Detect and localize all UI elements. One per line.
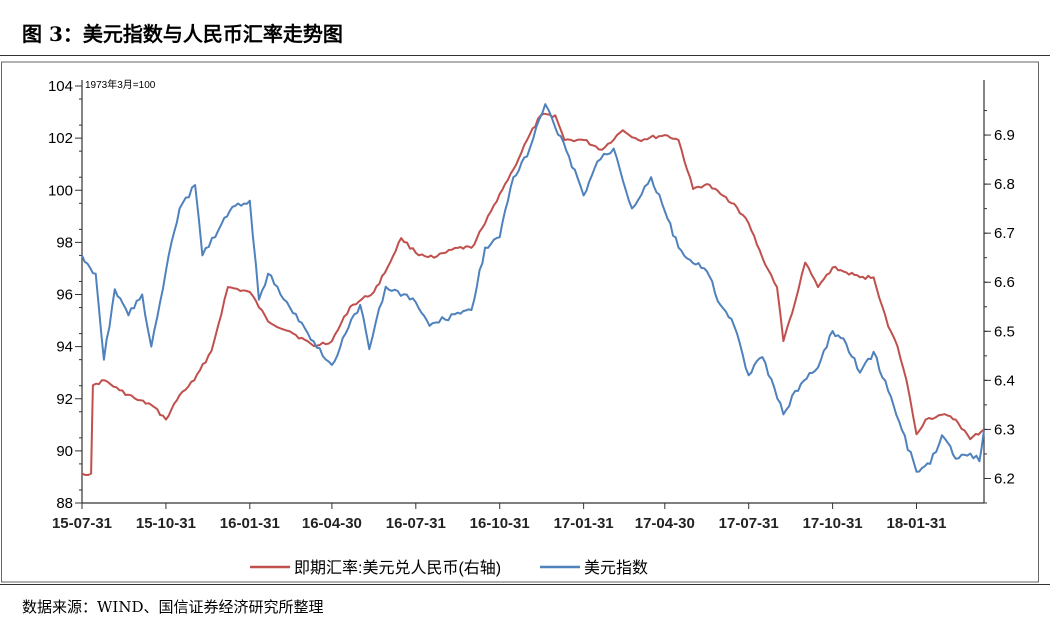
x-tick-label: 17-10-31: [803, 515, 863, 532]
series-lines: [81, 103, 985, 476]
left-tick-label: 100: [48, 182, 73, 199]
x-tick-label: 16-10-31: [470, 515, 530, 532]
x-tick-label: 16-01-31: [220, 515, 280, 532]
dxy-line: [81, 103, 985, 473]
legend-dxy-label: 美元指数: [584, 559, 648, 577]
x-tick-label: 17-07-31: [719, 515, 779, 532]
axes: 88 90 92 94 96 98 100 102 104 6.2 6.3 6.4 6.5 6.6 6.7 6…: [48, 78, 1015, 532]
x-tick-label: 17-04-30: [635, 515, 695, 532]
legend: 即期汇率:美元兑人民币(右轴) 美元指数: [250, 559, 648, 577]
source-note: 数据来源：WIND、国信证券经济研究所整理: [22, 598, 324, 616]
base-note: 1973年3月=100: [85, 78, 156, 91]
right-tick-label: 6.2: [994, 470, 1015, 487]
usdcny-line: [81, 112, 985, 476]
right-tick-label: 6.6: [994, 274, 1015, 291]
right-tick-label: 6.5: [994, 323, 1015, 340]
left-tick-label: 98: [56, 234, 73, 251]
x-tick-label: 15-07-31: [52, 515, 112, 532]
right-tick-label: 6.7: [994, 225, 1015, 242]
bottom-rule: [0, 584, 1050, 585]
x-tick-label: 18-01-31: [886, 515, 946, 532]
legend-usdcny-label: 即期汇率:美元兑人民币(右轴): [294, 559, 501, 577]
left-tick-label: 102: [48, 130, 73, 147]
left-tick-label: 96: [56, 287, 73, 304]
left-tick-label: 88: [56, 495, 73, 512]
right-tick-label: 6.9: [994, 127, 1015, 144]
top-rule: [0, 55, 1050, 56]
x-tick-label: 16-07-31: [386, 515, 446, 532]
left-tick-label: 104: [48, 78, 73, 95]
right-tick-label: 6.3: [994, 421, 1015, 438]
page-title: 图 3：美元指数与人民币汇率走势图: [22, 22, 343, 46]
chart-frame: [1, 61, 1039, 583]
left-tick-label: 94: [56, 339, 73, 356]
x-tick-label: 15-10-31: [136, 515, 196, 532]
right-tick-label: 6.4: [994, 372, 1015, 389]
right-tick-label: 6.8: [994, 176, 1015, 193]
left-tick-label: 90: [56, 443, 73, 460]
left-tick-label: 92: [56, 391, 73, 408]
x-tick-label: 17-01-31: [554, 515, 614, 532]
x-tick-label: 16-04-30: [302, 515, 362, 532]
chart: 88 90 92 94 96 98 100 102 104 6.2 6.3 6.4 6.5 6.6 6.7 6…: [1, 61, 1039, 583]
